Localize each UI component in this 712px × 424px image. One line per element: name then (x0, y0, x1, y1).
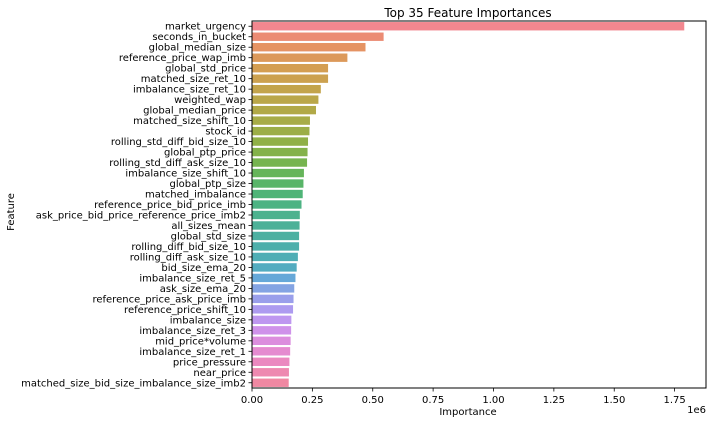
x-axis-label: Importance (439, 407, 496, 418)
y-tick-labels: market_urgencyseconds_in_bucketglobal_me… (21, 22, 252, 389)
y-tick-label: seconds_in_bucket (152, 32, 246, 43)
bar (252, 53, 348, 62)
y-tick-label: rolling_std_diff_ask_size_10 (109, 158, 246, 169)
x-tick-label: 1.25 (543, 395, 565, 406)
bar (252, 22, 685, 31)
x-axis: 0.00 0.25 0.50 0.75 1.00 1.25 1.50 1.75 (241, 388, 686, 406)
bar (252, 74, 329, 83)
y-tick-label: global_ptp_size (169, 179, 246, 190)
x-tick-label: 0.50 (362, 395, 384, 406)
bar (252, 231, 300, 241)
bar (252, 105, 316, 115)
y-tick-label: global_std_price (165, 64, 246, 75)
y-tick-label: ask_size_ema_20 (160, 284, 246, 295)
y-tick-label: near_price (193, 368, 246, 379)
y-tick-label: reference_price_bid_price_imb (94, 200, 246, 211)
y-tick-label: weighted_wap (174, 95, 246, 106)
bar (252, 284, 295, 293)
bar (252, 347, 291, 356)
y-axis-label: Feature (6, 193, 17, 231)
bar (252, 336, 291, 346)
y-tick-label: imbalance_size_shift_10 (125, 169, 246, 180)
bar (252, 200, 302, 209)
y-tick-label: imbalance_size_ret_10 (133, 85, 246, 96)
y-tick-label: reference_price_wap_imb (119, 53, 246, 64)
x-tick-label: 0.00 (241, 395, 263, 406)
y-tick-label: matched_size_ret_10 (141, 74, 246, 85)
bar (252, 273, 296, 283)
y-tick-label: global_std_size (171, 231, 246, 242)
bar (252, 32, 384, 41)
chart-title: Top 35 Feature Importances (383, 6, 551, 20)
bar (252, 63, 329, 73)
bar (252, 252, 298, 262)
bar (252, 242, 300, 251)
bar (252, 179, 304, 188)
bar (252, 116, 310, 125)
bar (252, 43, 366, 52)
bar (252, 137, 309, 146)
bar (252, 158, 308, 167)
bar (252, 263, 297, 272)
y-tick-label: stock_id (205, 127, 246, 138)
bar (252, 357, 290, 366)
y-tick-label: bid_size_ema_20 (161, 263, 246, 274)
y-tick-label: all_sizes_mean (171, 221, 246, 232)
y-tick-label: rolling_std_diff_bid_size_10 (111, 137, 246, 148)
bar (252, 95, 319, 104)
y-tick-label: reference_price_ask_price_imb (92, 294, 246, 305)
y-tick-label: global_ptp_price (164, 148, 246, 159)
y-tick-label: price_pressure (173, 357, 246, 368)
bar (252, 147, 308, 157)
bar (252, 210, 300, 220)
x-tick-label: 1.50 (603, 395, 625, 406)
bar (252, 84, 321, 94)
x-tick-label: 1.75 (663, 395, 685, 406)
bar (252, 189, 303, 199)
y-tick-label: rolling_diff_ask_size_10 (130, 252, 246, 263)
bar (252, 326, 292, 335)
y-tick-label: imbalance_size_ret_3 (139, 326, 246, 337)
x-tick-label: 0.25 (301, 395, 323, 406)
y-tick-label: reference_price_shift_10 (124, 305, 246, 316)
bar (252, 221, 300, 230)
y-tick-label: global_median_price (143, 106, 246, 117)
x-tick-label: 1.00 (482, 395, 504, 406)
bar (252, 368, 289, 377)
bar (252, 315, 292, 325)
y-tick-label: matched_size_bid_size_imbalance_size_imb… (21, 378, 246, 389)
y-tick-label: imbalance_size_ret_1 (139, 347, 246, 358)
bar (252, 305, 294, 314)
y-tick-label: rolling_diff_bid_size_10 (131, 242, 246, 253)
x-offset-label: 1e6 (687, 405, 706, 416)
y-tick-label: imbalance_size_ret_5 (139, 273, 246, 284)
bar (252, 294, 294, 304)
x-tick-label: 0.75 (422, 395, 444, 406)
y-tick-label: mid_price*volume (155, 336, 246, 347)
y-tick-label: market_urgency (165, 22, 246, 33)
bar (252, 126, 310, 136)
y-tick-label: imbalance_size (170, 315, 246, 326)
y-tick-label: global_median_size (149, 43, 246, 54)
bars-group (252, 22, 685, 387)
y-tick-label: ask_price_bid_price_reference_price_imb2 (36, 210, 246, 221)
bar (252, 168, 304, 178)
y-tick-label: matched_imbalance (145, 190, 246, 201)
bar (252, 378, 289, 387)
y-tick-label: matched_size_shift_10 (133, 116, 246, 127)
plot-frame (251, 20, 707, 389)
